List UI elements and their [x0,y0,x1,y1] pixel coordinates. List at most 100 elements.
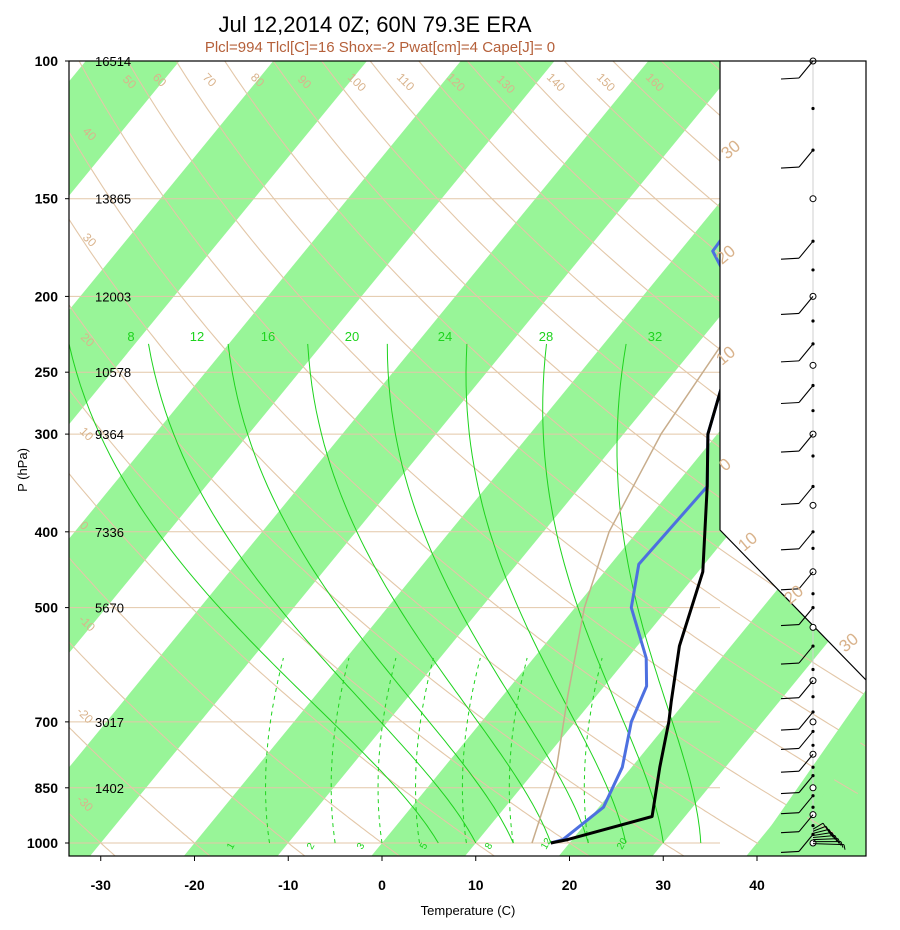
dry-adiabat-12 [175,61,866,697]
y-axis-label: P (hPa) [15,448,30,492]
dry-adiabat-3 [69,641,306,856]
barb-shaft [798,531,814,550]
barb-dot [811,106,815,111]
temp-tick-label: -20 [184,877,204,893]
height-label: 10578 [95,365,131,380]
temp-band-3 [69,61,555,654]
moist-adiabat-1 [148,343,477,844]
barb-calm-circle [809,501,817,509]
temp-tick-label: -30 [91,877,111,893]
barb-feather [780,166,800,169]
temp-tick-label: 30 [655,877,671,893]
barb-surface-line [812,831,833,836]
mixing-ratio-label: 5 [418,841,431,852]
barb-feather [780,450,800,453]
temp-band-4 [69,61,742,856]
dry-adiabat-label: 150 [594,70,618,94]
barb-shaft [798,60,814,79]
barb-shaft [798,680,814,698]
moist-adiabat-5 [465,343,627,844]
moist-adiabat-label: 12 [190,329,204,344]
dry-adiabat-15 [321,61,866,550]
dry-adiabat-7 [69,303,685,856]
barb-surface-feather [828,829,836,840]
mixing-ratio-label: 8 [483,841,496,852]
barb-calm-circle [809,718,817,726]
mixing-ratio-label: 20 [615,836,630,852]
barb-feather [780,401,800,405]
x-axis-label: Temperature (C) [421,903,516,918]
mixing-ratio-line-5 [508,657,528,844]
moist-adiabat-4 [386,343,589,844]
barb-dot [811,765,815,769]
barb-surface-line [812,838,839,841]
dry-adiabat-label: 30 [80,230,100,250]
barb-feather [780,850,800,853]
height-label: 5670 [95,601,124,616]
dry-adiabat-11 [126,61,866,747]
barb-feather [780,831,800,834]
height-label: 12003 [95,289,131,304]
barb-feather [780,770,800,773]
dewpoint-curve [550,114,866,845]
dry-adiabat-16 [369,61,866,503]
barb-feather [780,360,800,363]
pressure-tick-label: 500 [35,600,59,616]
wind-barb-strip [719,57,867,856]
mixing-ratio-line-6 [583,657,603,844]
dry-adiabat-label: 140 [544,70,568,94]
barb-shaft [798,753,814,772]
barb-surface-line [812,835,836,839]
temp-band-1 [69,61,180,196]
mixing-ratio-label: 1 [225,841,238,852]
temp-band-2 [69,61,367,425]
barb-shaft [798,731,814,749]
moist-adiabat-6 [542,343,664,844]
mixing-ratio-label: 2 [305,841,318,852]
temp-band-5 [183,61,866,856]
pressure-tick-label: 700 [35,714,59,730]
barb-calm-circle [809,361,817,369]
moist-adiabats [69,343,702,844]
pressure-tick-label: 200 [35,288,59,304]
barb-strip-background [720,61,866,680]
barb-shaft [798,240,814,259]
pressure-tick-label: 150 [35,191,59,207]
temp-tick-label: 0 [378,877,386,893]
moist-adiabat-2 [227,343,514,844]
moist-adiabat-label: 32 [648,329,662,344]
barb-shaft [798,149,814,168]
barb-feather [780,624,800,627]
pressure-tick-label: 400 [35,524,59,540]
temperature-curve [550,272,866,845]
moist-adiabat-label: 8 [127,329,134,344]
temp-tick-label: 20 [562,877,578,893]
mixing-ratio-label: 12 [539,836,554,852]
barb-dot [811,268,815,272]
barb-strip-border [719,61,867,681]
barb-feather [780,77,800,80]
barb-feather [780,662,800,665]
barb-shaft [798,571,814,590]
barb-dot [811,454,815,458]
dry-adiabat-5 [69,472,496,856]
barb-shaft [798,296,814,314]
temp-tick-label: 40 [749,877,765,893]
height-label: 1402 [95,781,124,796]
dry-adiabat-label: -20 [74,704,96,726]
dry-adiabat-9 [69,130,866,853]
barb-dot [811,695,815,699]
barb-feather [780,548,800,551]
temp-tick-label: -10 [278,877,298,893]
barb-shaft [798,645,814,664]
temperature-axis: -30 -20 -10 0 10 20 30 40 [91,856,765,893]
dry-adiabat-2 [69,726,211,856]
height-label: 13865 [95,192,131,207]
barb-dot [811,409,815,413]
barb-strip-band-2 [820,780,866,856]
pressure-axis: 100 16514 150 13865 200 12003 250 10578 300 9364 4… [27,53,131,851]
barb-feather [780,747,800,750]
barb-feather [780,502,800,506]
barb-dot [811,546,815,550]
moist-adiabat-label: 28 [539,329,553,344]
